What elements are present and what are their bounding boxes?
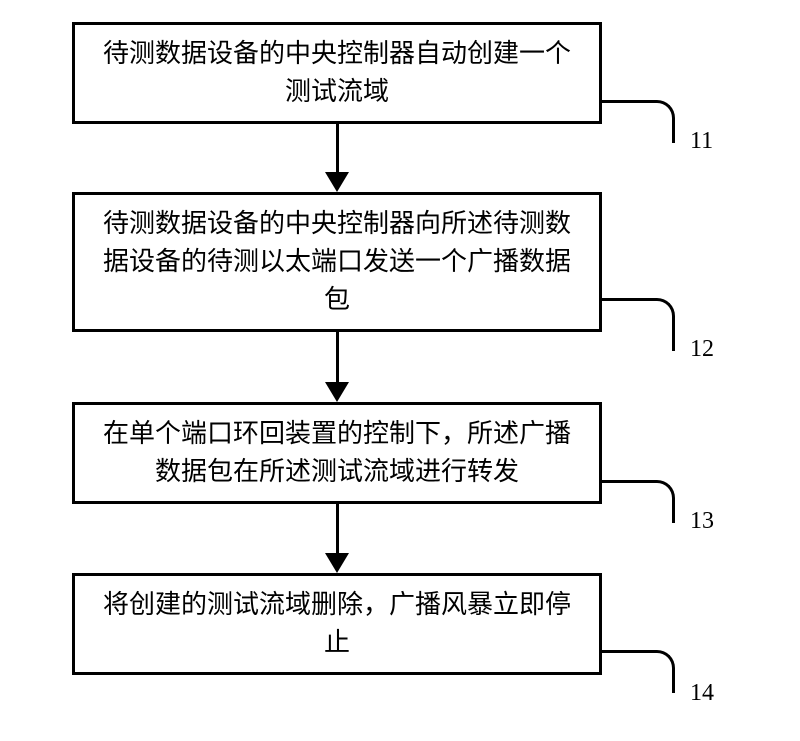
flow-step-4: 将创建的测试流域删除，广播风暴立即停止 <box>72 573 602 675</box>
leader-line <box>602 298 675 351</box>
flow-step-2: 待测数据设备的中央控制器向所述待测数据设备的待测以太端口发送一个广播数据包 <box>72 192 602 332</box>
step-number-13: 13 <box>690 508 714 535</box>
arrow-line-1 <box>336 124 339 172</box>
flow-step-text: 待测数据设备的中央控制器向所述待测数据设备的待测以太端口发送一个广播数据包 <box>95 205 579 318</box>
arrow-head-1 <box>325 172 349 192</box>
flow-step-1: 待测数据设备的中央控制器自动创建一个测试流域 <box>72 22 602 124</box>
step-number-11: 11 <box>690 128 713 155</box>
leader-line <box>602 480 675 523</box>
leader-line <box>602 650 675 693</box>
leader-line <box>602 100 675 143</box>
flow-step-text: 将创建的测试流域删除，广播风暴立即停止 <box>95 586 579 661</box>
arrow-head-2 <box>325 382 349 402</box>
step-number-14: 14 <box>690 680 714 707</box>
flow-step-3: 在单个端口环回装置的控制下，所述广播数据包在所述测试流域进行转发 <box>72 402 602 504</box>
step-number-12: 12 <box>690 336 714 363</box>
flow-step-text: 待测数据设备的中央控制器自动创建一个测试流域 <box>95 35 579 110</box>
arrow-head-3 <box>325 553 349 573</box>
arrow-line-3 <box>336 504 339 553</box>
arrow-line-2 <box>336 332 339 382</box>
flowchart-canvas: 待测数据设备的中央控制器自动创建一个测试流域 11 待测数据设备的中央控制器向所述待… <box>0 0 800 741</box>
flow-step-text: 在单个端口环回装置的控制下，所述广播数据包在所述测试流域进行转发 <box>95 415 579 490</box>
